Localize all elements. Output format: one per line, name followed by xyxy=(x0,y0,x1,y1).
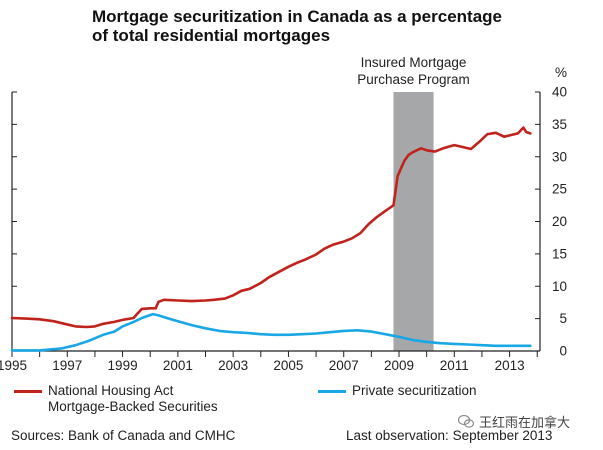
y-tick-label: 35 xyxy=(552,117,567,132)
y-tick-label: 10 xyxy=(552,279,567,294)
y-tick-label: 30 xyxy=(552,149,567,164)
x-tick-label: 2013 xyxy=(495,358,525,373)
chart-title: Mortgage securitization in Canada as a p… xyxy=(92,7,597,45)
shaded-region-label-line1: Insured Mortgage xyxy=(361,55,467,70)
shaded-region-label-line2: Purchase Program xyxy=(357,72,470,87)
chart-title-line1: Mortgage securitization in Canada as a p… xyxy=(92,7,503,26)
series-line-nha-mbs xyxy=(10,126,532,329)
y-tick-label: 25 xyxy=(552,182,567,197)
y-tick-label: 40 xyxy=(552,85,567,100)
legend-label-nha-mbs: National Housing Act Mortgage-Backed Sec… xyxy=(48,383,218,415)
chart-title-line2: of total residential mortgages xyxy=(92,26,331,45)
x-tick-label: 2003 xyxy=(218,358,248,373)
y-tick-label: 20 xyxy=(552,214,567,229)
y-tick-label: 15 xyxy=(552,246,567,261)
legend-swatch-private xyxy=(318,390,346,393)
y-tick-label: 5 xyxy=(559,311,567,326)
x-tick-label: 2011 xyxy=(440,358,469,373)
x-tick-label: 2009 xyxy=(384,358,414,373)
legend-label-nha-mbs-line1: National Housing Act xyxy=(48,383,174,398)
shaded-region xyxy=(393,92,434,351)
wechat-icon xyxy=(458,415,474,428)
x-tick-label: 1995 xyxy=(0,358,27,373)
x-tick-label: 2001 xyxy=(163,358,193,373)
y-tick-label: 0 xyxy=(559,344,567,359)
last-observation-note: Last observation: September 2013 xyxy=(346,428,553,443)
source-note: Sources: Bank of Canada and CMHC xyxy=(11,428,236,443)
x-tick-label: 2005 xyxy=(273,358,303,373)
x-tick-label: 1997 xyxy=(52,358,82,373)
legend-swatch-nha-mbs xyxy=(14,390,42,393)
x-tick-label: 2007 xyxy=(329,358,359,373)
watermark-text: 王红雨在加拿大 xyxy=(479,415,571,430)
series-line-private xyxy=(10,312,532,352)
legend-label-nha-mbs-line2: Mortgage-Backed Securities xyxy=(48,399,218,414)
watermark: 王红雨在加拿大 xyxy=(458,412,570,431)
x-tick-label: 1999 xyxy=(108,358,138,373)
legend-label-private: Private securitization xyxy=(352,383,477,398)
y-unit-label: % xyxy=(555,65,567,80)
